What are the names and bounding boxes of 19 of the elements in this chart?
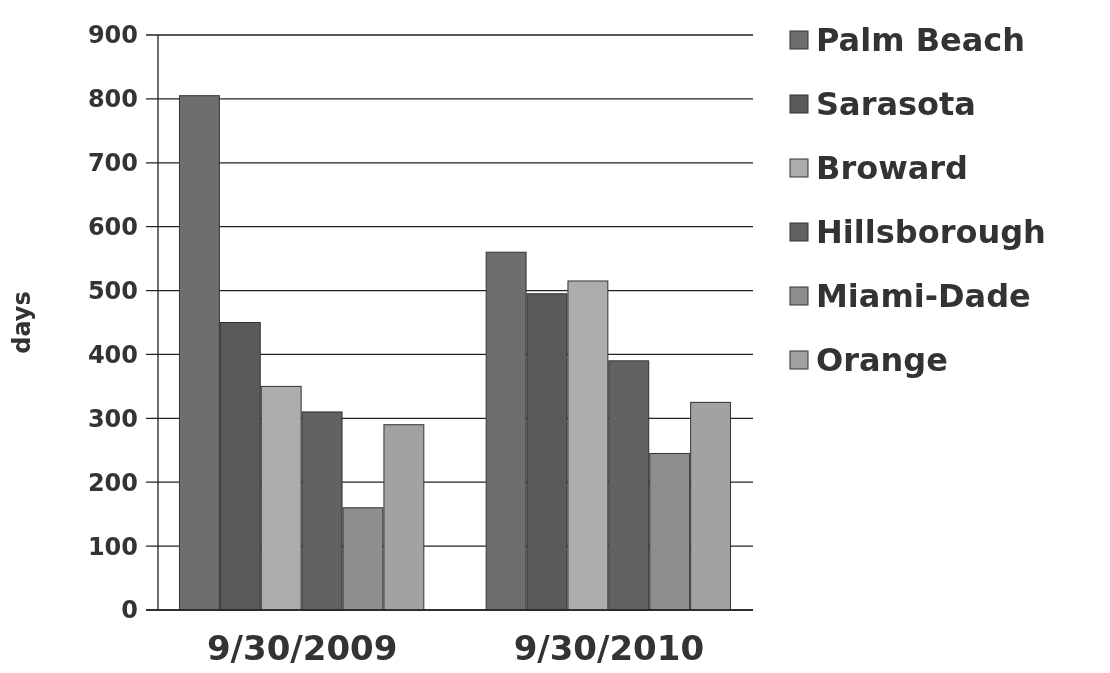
y-tick-label: 600 xyxy=(87,213,138,242)
y-tick-label: 300 xyxy=(87,404,138,433)
y-tick-label: 0 xyxy=(121,596,138,625)
y-axis-title: days xyxy=(8,291,36,354)
legend-label: Palm Beach xyxy=(816,21,1026,60)
legend-label: Broward xyxy=(816,149,968,188)
legend-label: Sarasota xyxy=(816,85,976,124)
y-tick-label: 200 xyxy=(87,468,138,497)
y-tick-label: 500 xyxy=(87,276,138,305)
y-tick-label: 400 xyxy=(87,340,138,369)
y-tick-label: 700 xyxy=(87,149,138,178)
y-tick-label: 100 xyxy=(87,532,138,561)
y-tick-label: 800 xyxy=(87,85,138,114)
x-tick-label: 9/30/2010 xyxy=(513,628,705,668)
legend-label: Miami-Dade xyxy=(816,277,1031,316)
x-tick-label: 9/30/2009 xyxy=(206,628,398,668)
legend-label: Hillsborough xyxy=(816,213,1046,252)
y-tick-label: 900 xyxy=(87,21,138,50)
legend-label: Orange xyxy=(816,341,948,380)
